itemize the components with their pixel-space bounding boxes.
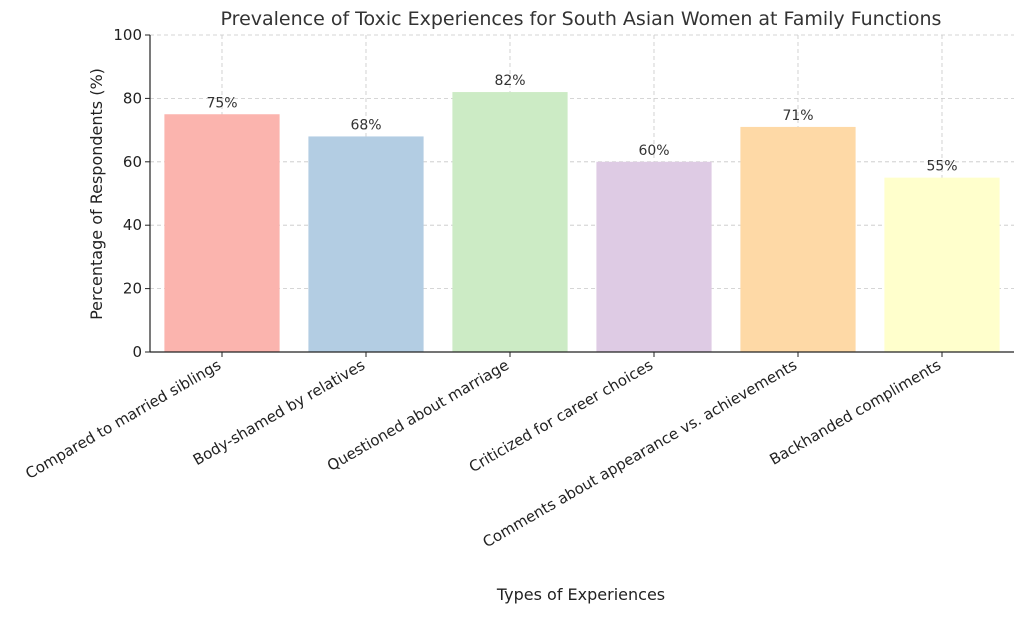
- y-tick-label: 100: [113, 26, 142, 44]
- bar-value-label: 68%: [350, 117, 381, 133]
- x-tick-label: Comments about appearance vs. achievemen…: [480, 356, 801, 551]
- bar: [596, 161, 712, 352]
- bar: [884, 177, 1000, 352]
- bar-value-label: 60%: [638, 143, 669, 159]
- bar-value-label: 82%: [494, 73, 525, 89]
- y-tick-label: 40: [123, 216, 142, 234]
- bar-value-label: 71%: [782, 108, 813, 124]
- x-tick-label: Compared to married siblings: [22, 356, 224, 483]
- y-tick-label: 0: [132, 343, 142, 361]
- chart-title: Prevalence of Toxic Experiences for Sout…: [221, 8, 942, 30]
- y-tick-label: 80: [123, 89, 142, 107]
- y-axis-label: Percentage of Respondents (%): [87, 68, 106, 320]
- bar: [164, 114, 280, 352]
- bar-value-label: 55%: [926, 159, 957, 175]
- axes: [145, 34, 1014, 357]
- x-axis-label: Types of Experiences: [496, 585, 665, 604]
- y-tick-label: 20: [123, 280, 142, 298]
- bar: [740, 126, 856, 353]
- bar: [308, 136, 424, 352]
- y-tick-label: 60: [123, 153, 142, 171]
- bar-value-label: 75%: [206, 95, 237, 111]
- bars: [164, 92, 1000, 353]
- bar: [452, 92, 568, 352]
